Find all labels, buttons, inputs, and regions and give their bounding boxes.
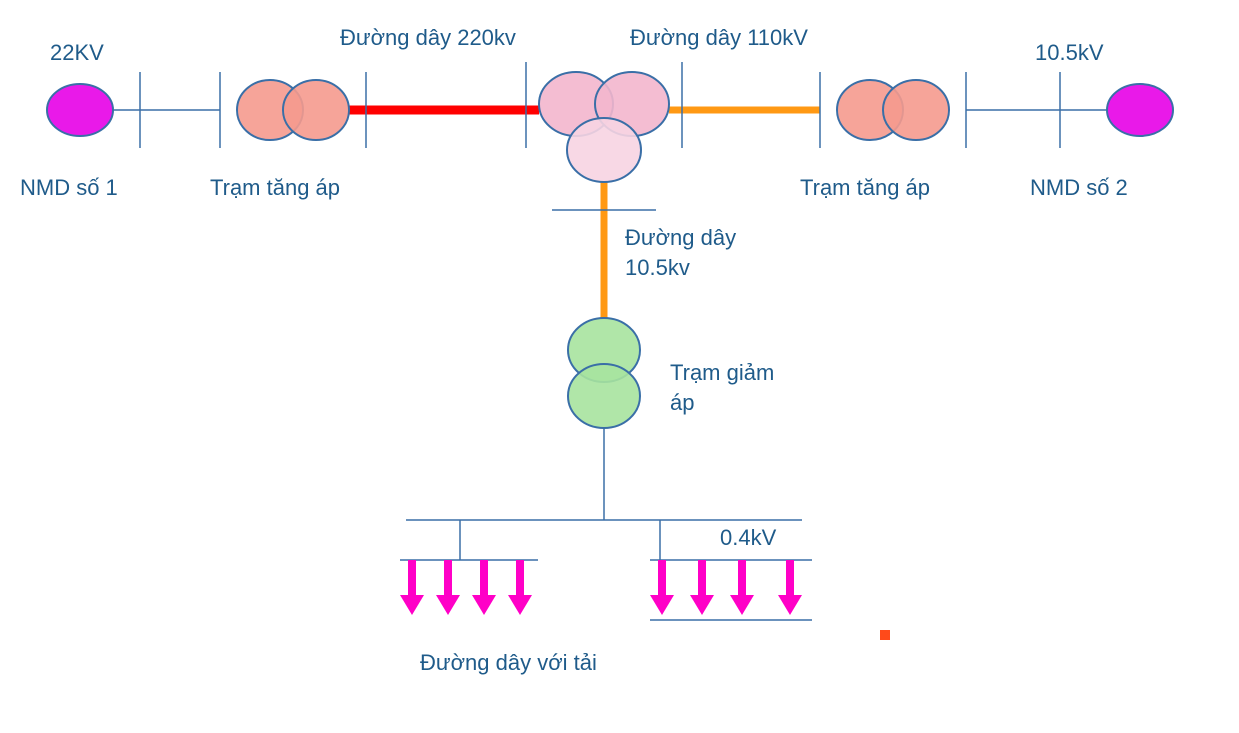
arrow-head-right-2: [730, 595, 754, 615]
label-line-10-5-a: Đường dây: [625, 225, 736, 250]
node-c3: [567, 118, 641, 182]
arrow-shaft-left-0: [408, 560, 416, 595]
arrow-shaft-right-2: [738, 560, 746, 595]
power-system-diagram: 22KV NMD số 1 Trạm tăng áp Đường dây 220kv Đ…: [0, 0, 1239, 733]
label-gen1-name: NMD số 1: [20, 175, 118, 200]
arrow-shaft-left-3: [516, 560, 524, 595]
node-gen2: [1107, 84, 1173, 136]
node-sd2: [568, 364, 640, 428]
label-line-110: Đường dây 110kV: [630, 25, 808, 50]
node-t1b: [283, 80, 349, 140]
label-step-down-b: áp: [670, 390, 694, 415]
arrow-head-left-0: [400, 595, 424, 615]
node-gen1: [47, 84, 113, 136]
label-step-down-a: Trạm giảm: [670, 360, 774, 385]
label-load-line: Đường dây với tải: [420, 650, 597, 675]
label-step-up-left: Trạm tăng áp: [210, 175, 340, 200]
arrow-shaft-left-1: [444, 560, 452, 595]
node-t2b: [883, 80, 949, 140]
arrow-head-left-3: [508, 595, 532, 615]
arrow-head-left-2: [472, 595, 496, 615]
load-arrows: [400, 560, 802, 615]
label-line-220: Đường dây 220kv: [340, 25, 516, 50]
label-load-voltage: 0.4kV: [720, 525, 777, 550]
arrow-shaft-right-0: [658, 560, 666, 595]
label-line-10-5-b: 10.5kv: [625, 255, 690, 280]
arrow-head-right-1: [690, 595, 714, 615]
label-gen1-voltage: 22KV: [50, 40, 104, 65]
arrow-head-right-0: [650, 595, 674, 615]
decorative-square: [880, 630, 890, 640]
nodes: [47, 72, 1173, 428]
arrow-head-left-1: [436, 595, 460, 615]
arrow-shaft-right-1: [698, 560, 706, 595]
label-gen2-name: NMD số 2: [1030, 175, 1128, 200]
arrow-head-right-3: [778, 595, 802, 615]
label-step-up-right: Trạm tăng áp: [800, 175, 930, 200]
arrow-shaft-right-3: [786, 560, 794, 595]
label-gen2-voltage: 10.5kV: [1035, 40, 1104, 65]
arrow-shaft-left-2: [480, 560, 488, 595]
